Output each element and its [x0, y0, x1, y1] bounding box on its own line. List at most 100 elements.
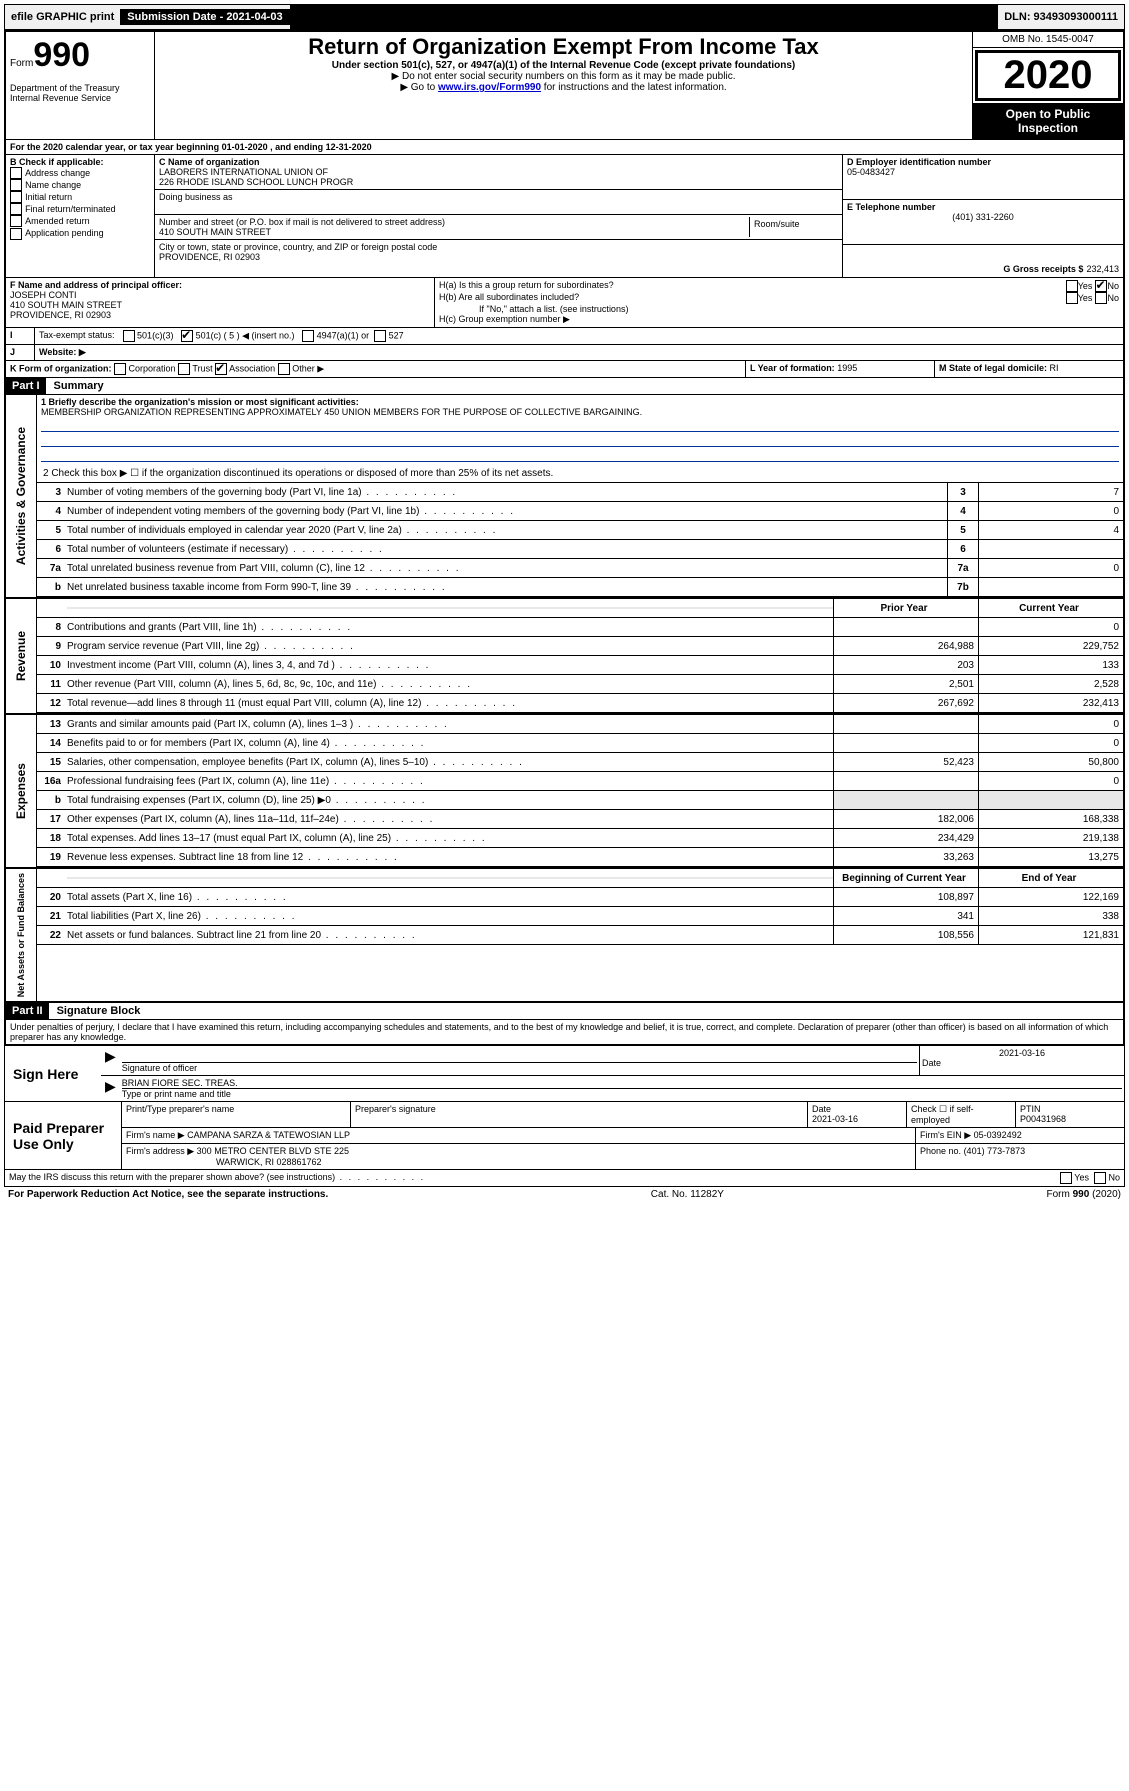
efile-label[interactable]: efile GRAPHIC print: [5, 9, 121, 25]
cat-no: Cat. No. 11282Y: [651, 1189, 724, 1200]
chk-initial[interactable]: Initial return: [10, 191, 150, 203]
ha-yes[interactable]: [1066, 280, 1078, 292]
hint-link: ▶ Go to www.irs.gov/Form990 for instruct…: [163, 82, 964, 93]
no-label: No: [1107, 281, 1119, 291]
sig-line[interactable]: [122, 1048, 917, 1063]
open-to-public: Open to Public Inspection: [973, 103, 1123, 139]
website-label: Website: ▶: [35, 345, 1123, 360]
gross-label: G Gross receipts $: [1003, 264, 1083, 274]
chk-address-label: Address change: [25, 168, 90, 178]
box-deg: D Employer identification number 05-0483…: [843, 155, 1123, 277]
prep-date-hdr: Date2021-03-16: [808, 1102, 907, 1127]
firm-name-row: Firm's name ▶ CAMPANA SARZA & TATEWOSIAN…: [122, 1128, 915, 1143]
table-row: 6Total number of volunteers (estimate if…: [37, 540, 1123, 559]
hb-no[interactable]: [1095, 292, 1107, 304]
tax-status-label: Tax-exempt status:: [35, 328, 119, 344]
hint-pre: ▶ Go to: [400, 82, 438, 93]
opt-501c: 501(c) ( 5 ) ◀ (insert no.): [196, 331, 295, 341]
submission-date[interactable]: Submission Date - 2021-04-03: [121, 9, 289, 25]
opt-501c3: 501(c)(3): [137, 331, 174, 341]
table-row: 7aTotal unrelated business revenue from …: [37, 559, 1123, 578]
form-number-box: Form990 Department of the Treasury Inter…: [6, 32, 155, 139]
chk-501c[interactable]: [181, 330, 193, 342]
part1-header-row: Part I Summary: [6, 378, 1123, 395]
chk-amended[interactable]: Amended return: [10, 215, 150, 227]
chk-527[interactable]: [374, 330, 386, 342]
fh-block: F Name and address of principal officer:…: [6, 278, 1123, 328]
table-row: 19Revenue less expenses. Subtract line 1…: [37, 848, 1123, 867]
box-k: K Form of organization: Corporation Trus…: [6, 361, 745, 377]
chk-final[interactable]: Final return/terminated: [10, 203, 150, 215]
table-row: 4Number of independent voting members of…: [37, 502, 1123, 521]
blank-line: [41, 417, 1119, 432]
form-990-ref: 990: [1073, 1189, 1090, 1200]
line1-text: MEMBERSHIP ORGANIZATION REPRESENTING APP…: [41, 407, 642, 417]
prep-sig-hdr: Preparer's signature: [351, 1102, 808, 1127]
part1-title: Summary: [46, 378, 112, 394]
chk-trust[interactable]: [178, 363, 190, 375]
entity-block: B Check if applicable: Address change Na…: [6, 155, 1123, 278]
part1-badge: Part I: [6, 378, 46, 394]
prep-name-hdr: Print/Type preparer's name: [122, 1102, 351, 1127]
chk-pending[interactable]: Application pending: [10, 227, 150, 239]
chk-address[interactable]: Address change: [10, 167, 150, 179]
discuss-yes[interactable]: [1060, 1172, 1072, 1184]
discuss-no[interactable]: [1094, 1172, 1106, 1184]
arrow-icon: ▶: [101, 1076, 120, 1101]
box-i: I Tax-exempt status: 501(c)(3) 501(c) ( …: [6, 328, 1123, 345]
prep-self-hdr: Check ☐ if self-employed: [907, 1102, 1016, 1127]
box-l: L Year of formation: 1995: [745, 361, 934, 377]
firm-addr-row: Firm's address ▶ 300 METRO CENTER BLVD S…: [122, 1144, 915, 1169]
chk-other[interactable]: [278, 363, 290, 375]
chk-4947[interactable]: [302, 330, 314, 342]
ha-no[interactable]: [1095, 280, 1107, 292]
instructions-link[interactable]: www.irs.gov/Form990: [438, 82, 541, 93]
section-revenue: Revenue Prior Year Current Year 8Contrib…: [6, 597, 1123, 713]
col-begin: Beginning of Current Year: [833, 869, 978, 887]
chk-amended-label: Amended return: [25, 216, 90, 226]
line2-text: 2 Check this box ▶ ☐ if the organization…: [37, 467, 1123, 480]
org-name-label: C Name of organization: [159, 157, 838, 167]
no-label2: No: [1107, 293, 1119, 303]
box-b: B Check if applicable: Address change Na…: [6, 155, 155, 277]
form-number: 990: [33, 36, 90, 74]
box-m: M State of legal domicile: RI: [934, 361, 1123, 377]
sign-here-label: Sign Here: [5, 1046, 101, 1101]
hb-yes[interactable]: [1066, 292, 1078, 304]
chk-name[interactable]: Name change: [10, 179, 150, 191]
firm-addr1: 300 METRO CENTER BLVD STE 225: [197, 1146, 349, 1156]
form-ref: Form 990 (2020): [1047, 1189, 1122, 1200]
officer-addr1: 410 SOUTH MAIN STREET: [10, 300, 430, 310]
officer-name: JOSEPH CONTI: [10, 290, 430, 300]
firm-ein: 05-0392492: [974, 1130, 1022, 1140]
omb-number: OMB No. 1545-0047: [973, 32, 1123, 48]
street-address: 410 SOUTH MAIN STREET: [159, 227, 749, 237]
form-header: Form990 Department of the Treasury Inter…: [6, 32, 1123, 140]
side-netassets: Net Assets or Fund Balances: [6, 869, 37, 1001]
col-prior: Prior Year: [833, 599, 978, 617]
footer: For Paperwork Reduction Act Notice, see …: [4, 1187, 1125, 1202]
chk-assoc[interactable]: [215, 363, 227, 375]
sig-officer-label: Signature of officer: [122, 1063, 917, 1073]
section-netassets: Net Assets or Fund Balances Beginning of…: [6, 867, 1123, 1001]
title-box: Return of Organization Exempt From Incom…: [155, 32, 972, 139]
chk-501c3[interactable]: [123, 330, 135, 342]
paperwork-notice: For Paperwork Reduction Act Notice, see …: [8, 1189, 328, 1200]
spacer: [290, 5, 999, 29]
prep-ptin-hdr: PTINP00431968: [1016, 1102, 1124, 1127]
table-row: 12Total revenue—add lines 8 through 11 (…: [37, 694, 1123, 713]
side-rev-text: Revenue: [12, 627, 30, 685]
m-label: M State of legal domicile:: [939, 363, 1047, 373]
section-governance: Activities & Governance 1 Briefly descri…: [6, 395, 1123, 597]
chk-corp[interactable]: [114, 363, 126, 375]
table-row: 10Investment income (Part VIII, column (…: [37, 656, 1123, 675]
addr-label: Number and street (or P.O. box if mail i…: [159, 217, 749, 227]
preparer-block: Paid Preparer Use Only Print/Type prepar…: [4, 1102, 1125, 1170]
table-row: 11Other revenue (Part VIII, column (A), …: [37, 675, 1123, 694]
officer-addr2: PROVIDENCE, RI 02903: [10, 310, 430, 320]
hint-ssn: ▶ Do not enter social security numbers o…: [163, 71, 964, 82]
dln: DLN: 93493093000111: [998, 9, 1124, 25]
tax-year-range: For the 2020 calendar year, or tax year …: [6, 140, 1123, 154]
firm-name-label: Firm's name ▶: [126, 1130, 185, 1140]
table-row: bTotal fundraising expenses (Part IX, co…: [37, 791, 1123, 810]
